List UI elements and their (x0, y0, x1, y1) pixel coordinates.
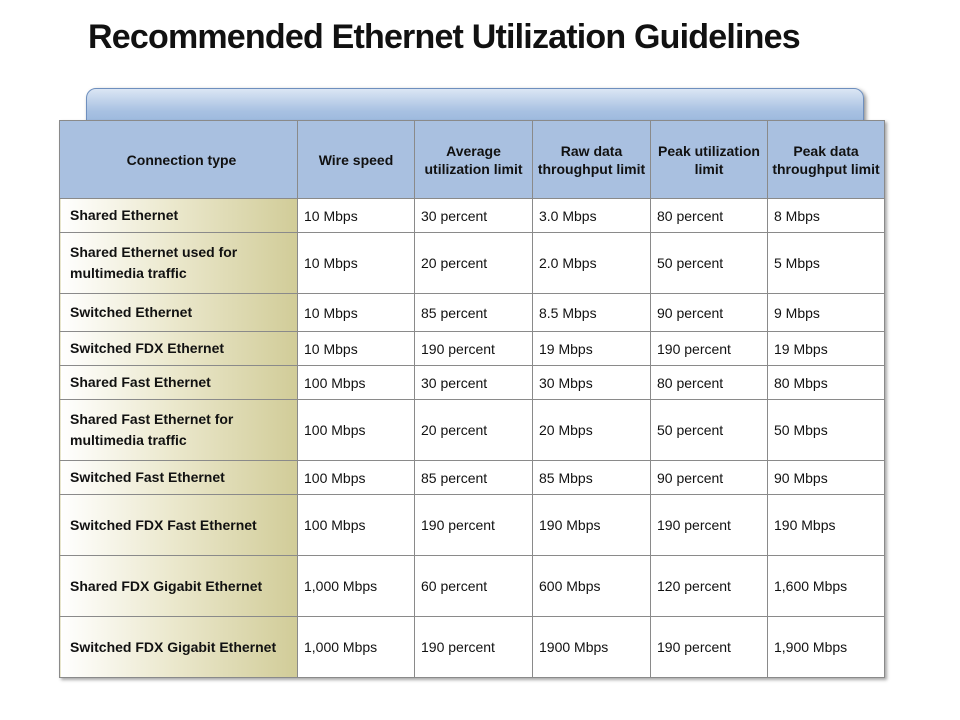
table-row: Shared FDX Gigabit Ethernet 1,000 Mbps 60 … (59, 555, 885, 617)
page-title: Recommended Ethernet Utilization Guideli… (88, 18, 801, 56)
cell-raw-throughput: 30 Mbps (532, 365, 651, 400)
cell-peak-throughput: 1,900 Mbps (767, 616, 885, 678)
table-row: Switched Fast Ethernet 100 Mbps 85 percent… (59, 460, 885, 495)
table-header-row: Connection type Wire speed Average utili… (59, 120, 885, 199)
cell-peak-utilization: 120 percent (650, 555, 768, 617)
table-row: Shared Ethernet used for multimedia traf… (59, 232, 885, 294)
cell-raw-throughput: 85 Mbps (532, 460, 651, 495)
row-label-connection-type: Switched FDX Fast Ethernet (59, 494, 298, 556)
table-row: Switched FDX Ethernet 10 Mbps 190 percent 1… (59, 331, 885, 366)
row-label-connection-type: Switched FDX Gigabit Ethernet (59, 616, 298, 678)
cell-raw-throughput: 2.0 Mbps (532, 232, 651, 294)
cell-wire-speed: 10 Mbps (297, 232, 415, 294)
cell-peak-utilization: 90 percent (650, 293, 768, 332)
cell-wire-speed: 1,000 Mbps (297, 555, 415, 617)
cell-raw-throughput: 600 Mbps (532, 555, 651, 617)
cell-average-utilization: 85 percent (414, 460, 533, 495)
cell-peak-throughput: 19 Mbps (767, 331, 885, 366)
cell-peak-throughput: 9 Mbps (767, 293, 885, 332)
cell-average-utilization: 190 percent (414, 331, 533, 366)
cell-average-utilization: 85 percent (414, 293, 533, 332)
column-header-peak-utilization: Peak utilization limit (650, 120, 768, 199)
table-row: Shared Fast Ethernet for multimedia traf… (59, 399, 885, 461)
column-header-connection-type: Connection type (59, 120, 298, 199)
row-label-connection-type: Switched Ethernet (59, 293, 298, 332)
utilization-table: Connection type Wire speed Average utili… (59, 120, 885, 678)
cell-wire-speed: 10 Mbps (297, 293, 415, 332)
cell-peak-throughput: 8 Mbps (767, 198, 885, 233)
table-row: Shared Fast Ethernet 100 Mbps 30 percent 30… (59, 365, 885, 400)
row-label-connection-type: Shared Ethernet (59, 198, 298, 233)
cell-peak-utilization: 90 percent (650, 460, 768, 495)
cell-wire-speed: 100 Mbps (297, 399, 415, 461)
cell-peak-utilization: 80 percent (650, 198, 768, 233)
row-label-connection-type: Shared Fast Ethernet for multimedia traf… (59, 399, 298, 461)
cell-peak-utilization: 50 percent (650, 232, 768, 294)
row-label-connection-type: Shared Ethernet used for multimedia traf… (59, 232, 298, 294)
cell-average-utilization: 30 percent (414, 365, 533, 400)
cell-average-utilization: 60 percent (414, 555, 533, 617)
table-row: Switched FDX Fast Ethernet 100 Mbps 190 pe… (59, 494, 885, 556)
row-label-connection-type: Shared Fast Ethernet (59, 365, 298, 400)
cell-peak-utilization: 190 percent (650, 494, 768, 556)
cell-raw-throughput: 8.5 Mbps (532, 293, 651, 332)
cell-average-utilization: 30 percent (414, 198, 533, 233)
row-label-connection-type: Shared FDX Gigabit Ethernet (59, 555, 298, 617)
cell-peak-utilization: 80 percent (650, 365, 768, 400)
cell-average-utilization: 190 percent (414, 494, 533, 556)
table-row: Shared Ethernet 10 Mbps 30 percent 3.0 Mbps… (59, 198, 885, 233)
cell-raw-throughput: 19 Mbps (532, 331, 651, 366)
table-row: Switched FDX Gigabit Ethernet 1,000 Mbps 1… (59, 616, 885, 678)
table-row: Switched Ethernet 10 Mbps 85 percent 8.5 Mb… (59, 293, 885, 332)
cell-wire-speed: 1,000 Mbps (297, 616, 415, 678)
cell-wire-speed: 10 Mbps (297, 198, 415, 233)
cell-wire-speed: 100 Mbps (297, 494, 415, 556)
column-header-peak-throughput: Peak data throughput limit (767, 120, 885, 199)
cell-raw-throughput: 1900 Mbps (532, 616, 651, 678)
row-label-connection-type: Switched FDX Ethernet (59, 331, 298, 366)
cell-peak-throughput: 5 Mbps (767, 232, 885, 294)
cell-peak-utilization: 190 percent (650, 616, 768, 678)
column-header-wire-speed: Wire speed (297, 120, 415, 199)
cell-average-utilization: 190 percent (414, 616, 533, 678)
cell-raw-throughput: 190 Mbps (532, 494, 651, 556)
cell-peak-throughput: 80 Mbps (767, 365, 885, 400)
cell-wire-speed: 10 Mbps (297, 331, 415, 366)
cell-peak-throughput: 190 Mbps (767, 494, 885, 556)
cell-raw-throughput: 20 Mbps (532, 399, 651, 461)
cell-peak-utilization: 50 percent (650, 399, 768, 461)
cell-peak-throughput: 90 Mbps (767, 460, 885, 495)
cell-peak-throughput: 1,600 Mbps (767, 555, 885, 617)
column-header-average-utilization: Average utilization limit (414, 120, 533, 199)
cell-raw-throughput: 3.0 Mbps (532, 198, 651, 233)
cell-average-utilization: 20 percent (414, 399, 533, 461)
cell-peak-utilization: 190 percent (650, 331, 768, 366)
cell-wire-speed: 100 Mbps (297, 460, 415, 495)
cell-average-utilization: 20 percent (414, 232, 533, 294)
cell-peak-throughput: 50 Mbps (767, 399, 885, 461)
row-label-connection-type: Switched Fast Ethernet (59, 460, 298, 495)
column-header-raw-throughput: Raw data throughput limit (532, 120, 651, 199)
cell-wire-speed: 100 Mbps (297, 365, 415, 400)
